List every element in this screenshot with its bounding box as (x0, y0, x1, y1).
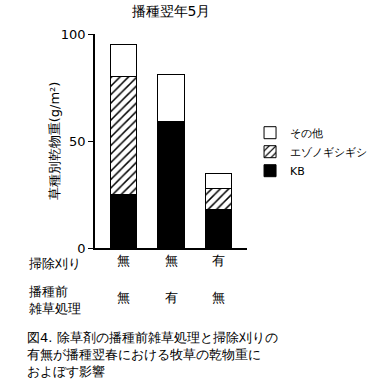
svg-text:0: 0 (77, 241, 85, 256)
svg-text:播種前雑草処理: 播種前雑草処理 (29, 284, 81, 316)
svg-text:無: 無 (117, 253, 130, 268)
svg-text:無: 無 (165, 253, 178, 268)
svg-text:無: 無 (212, 290, 225, 305)
svg-text:KB: KB (290, 165, 305, 178)
svg-text:図4. 除草剤の播種前雑草処理と掃除刈りの有無が播種翌春にお: 図4. 除草剤の播種前雑草処理と掃除刈りの有無が播種翌春における牧草の乾物重にお… (27, 330, 278, 379)
svg-text:その他: その他 (290, 127, 323, 140)
svg-text:有: 有 (212, 253, 225, 268)
svg-text:無: 無 (117, 290, 130, 305)
svg-text:掃除刈り: 掃除刈り (29, 256, 81, 271)
svg-text:エゾノギシギシ: エゾノギシギシ (290, 146, 367, 159)
svg-text:草種別乾物重(g/m²): 草種別乾物重(g/m²) (47, 82, 62, 201)
svg-text:有: 有 (165, 290, 178, 305)
svg-text:播種翌年5月: 播種翌年5月 (132, 3, 211, 19)
svg-text:50: 50 (69, 134, 86, 149)
svg-text:100: 100 (61, 27, 86, 42)
